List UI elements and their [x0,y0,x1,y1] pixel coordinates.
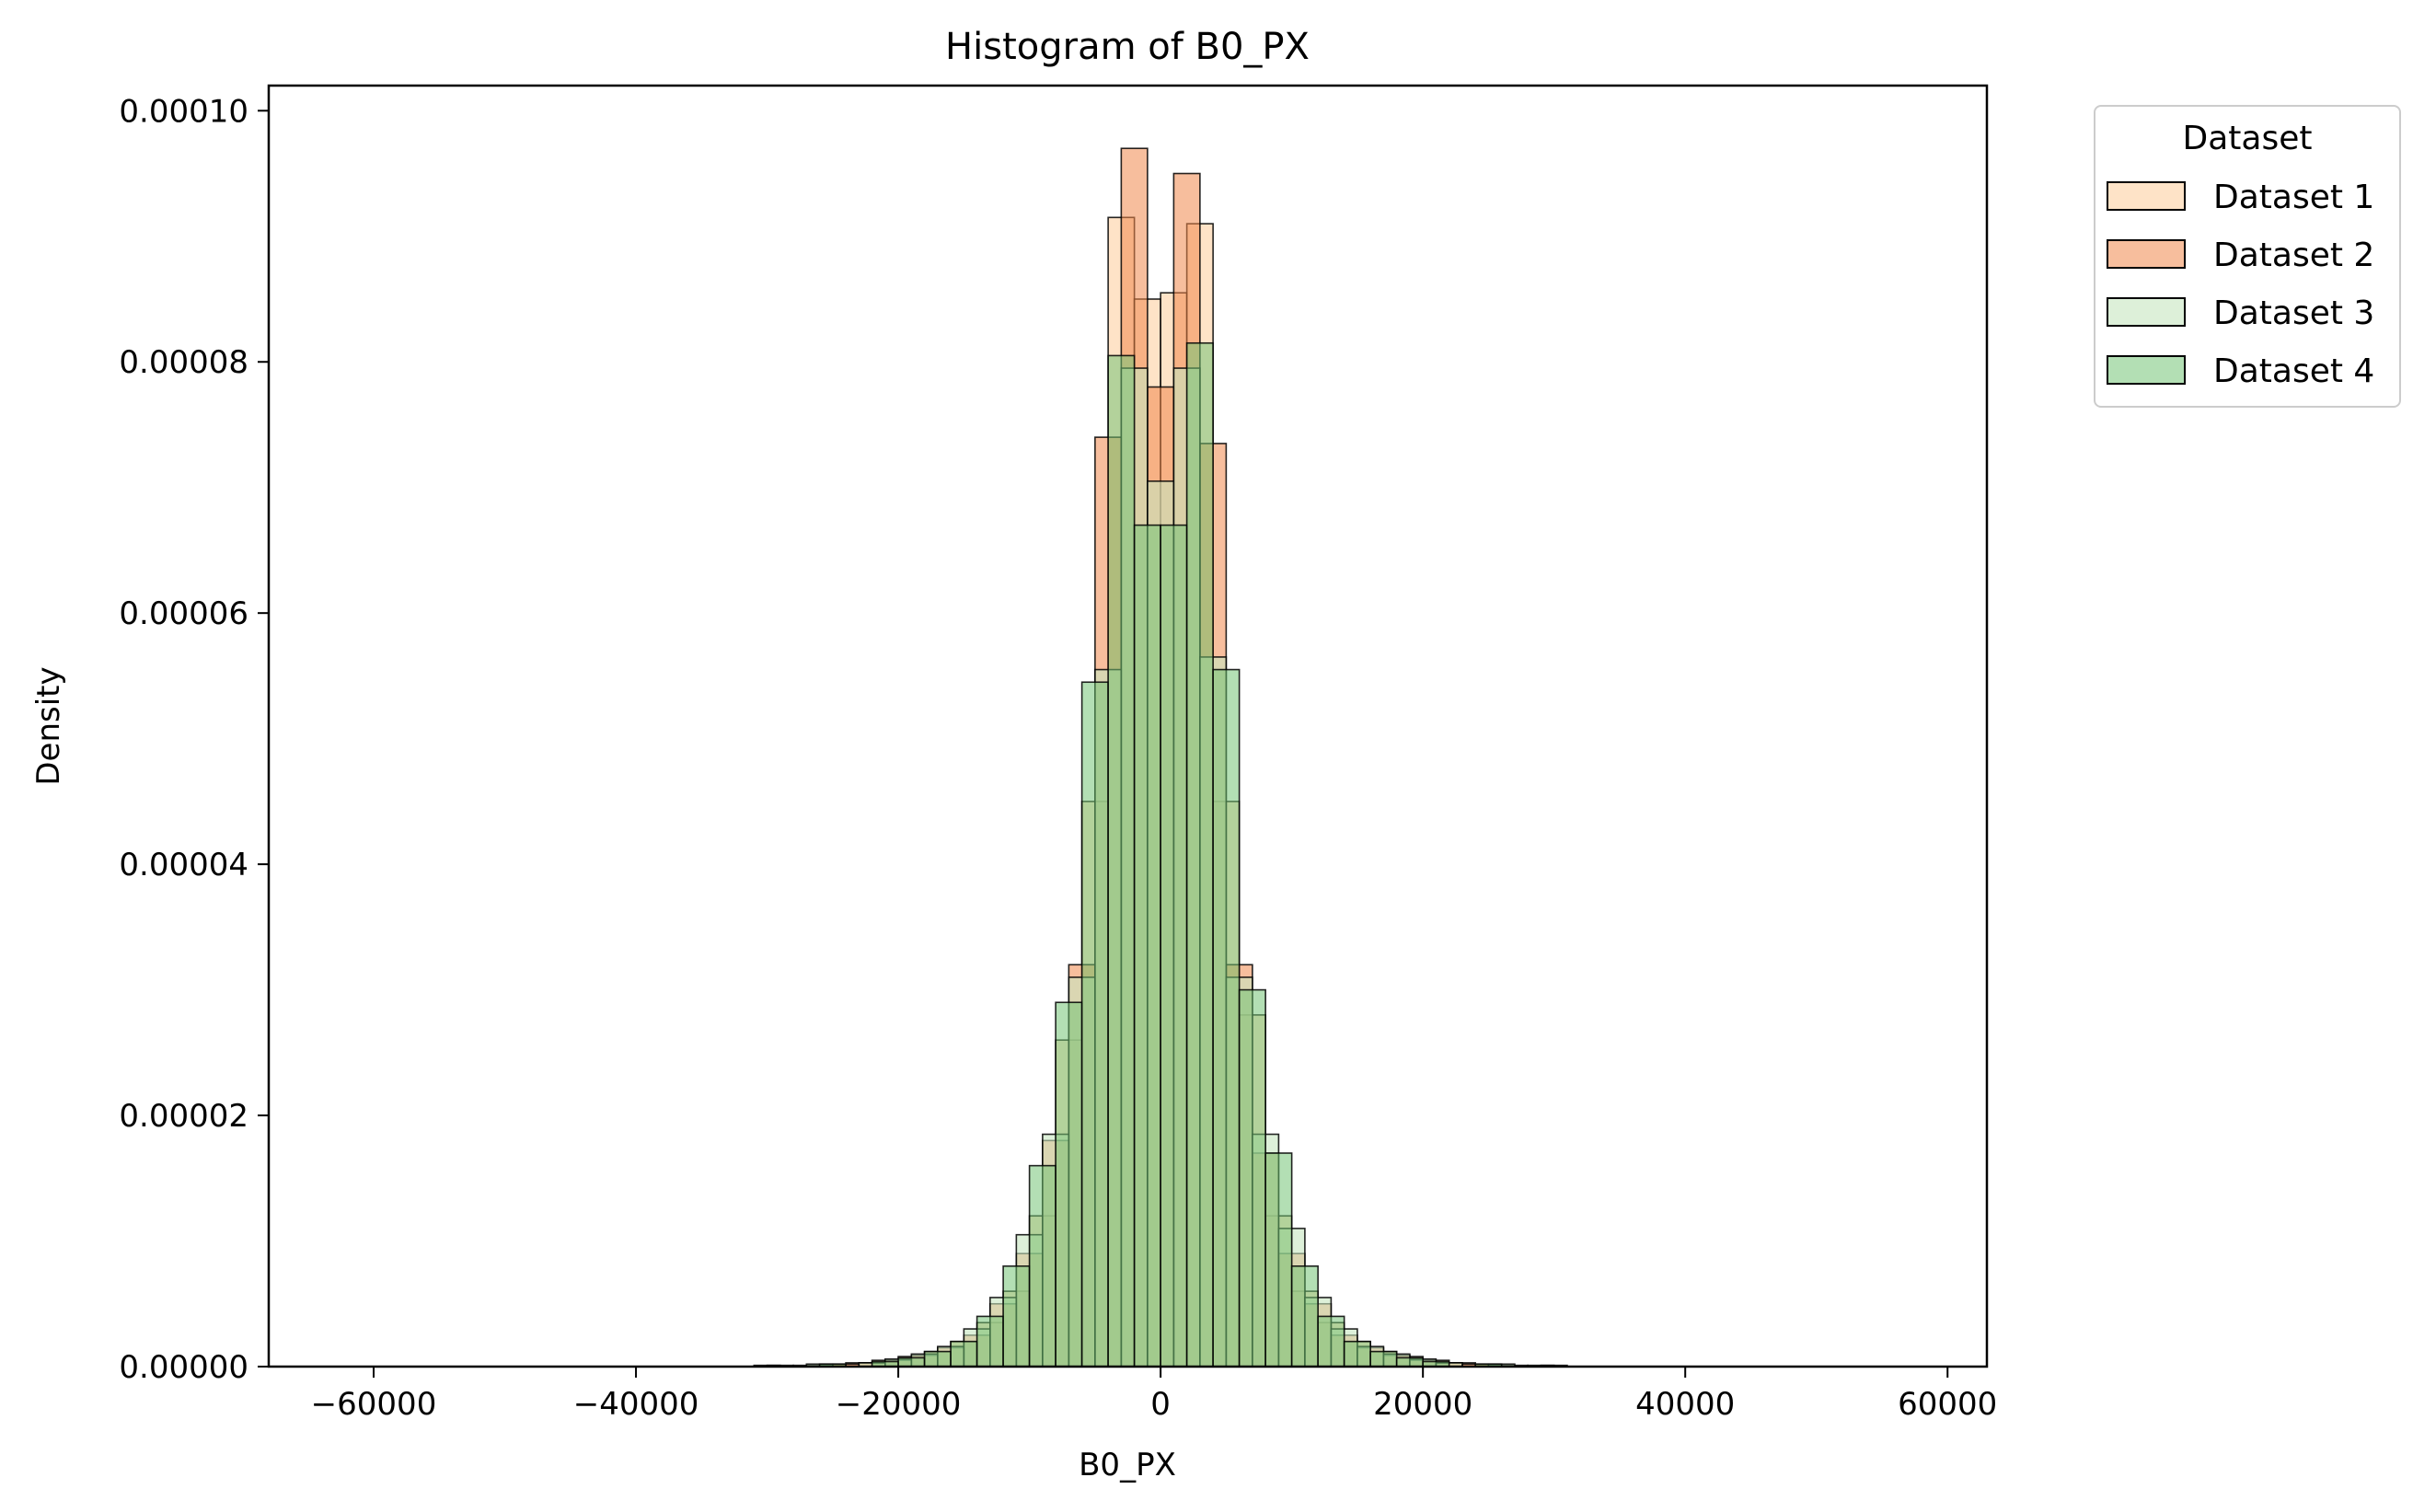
legend-entry-label: Dataset 2 [2213,237,2374,274]
histogram-bar [1369,1350,1398,1368]
chart-title: Histogram of B0_PX [945,26,1310,68]
legend-title: Dataset [2183,120,2313,157]
histogram-bar [1290,1265,1319,1368]
histogram-bar [1133,524,1161,1368]
histogram-bar [1055,1001,1083,1368]
y-tick-label: 0.00010 [119,93,248,130]
legend-box [2094,105,2401,408]
legend-entry-label: Dataset 3 [2213,294,2374,332]
histogram-bar [1264,1152,1293,1368]
histogram-bar [897,1356,926,1368]
y-tick-label: 0.00000 [119,1349,248,1386]
y-tick-label: 0.00004 [119,847,248,883]
histogram-bar [976,1315,1004,1368]
x-tick-label: 40000 [1635,1386,1735,1423]
histogram-bar [1317,1315,1345,1368]
histogram-bar [1160,524,1188,1368]
x-tick-label: 20000 [1373,1386,1472,1423]
legend-entry-label: Dataset 4 [2213,352,2374,390]
histogram-bar [1395,1356,1424,1368]
histogram-bar [1002,1265,1031,1368]
x-tick-label: −40000 [573,1386,699,1423]
histogram-bar [1028,1164,1056,1368]
x-tick-label: −20000 [836,1386,962,1423]
histogram-bar [1080,681,1109,1368]
x-tick-label: 60000 [1898,1386,1997,1423]
legend-swatch [2107,181,2186,211]
x-tick-label: 0 [1150,1386,1171,1423]
x-axis-label: B0_PX [1079,1447,1176,1483]
legend: Dataset Dataset 1 Dataset 2 Dataset 3 Datas… [2094,105,2401,408]
legend-swatch [2107,239,2186,269]
histogram-bar [1212,668,1241,1368]
legend-swatch [2107,355,2186,385]
histogram-bar [1238,988,1266,1368]
histogram-bar [1185,341,1214,1368]
y-tick-label: 0.00006 [119,595,248,632]
legend-swatch [2107,297,2186,327]
legend-entry-label: Dataset 1 [2213,179,2374,216]
histogram-bar [1343,1340,1371,1368]
x-axis: −60000 −40000 −20000 0 20000 40000 60000 [311,1367,1997,1423]
y-tick-label: 0.00002 [119,1098,248,1135]
histogram-bar [1107,354,1136,1368]
y-axis: 0.00000 0.00002 0.00004 0.00006 0.00008 0.000… [119,93,269,1386]
y-tick-label: 0.00008 [119,344,248,381]
series-4 [766,341,1555,1368]
histogram-bar [950,1340,978,1368]
plot-area-frame [267,84,1989,1368]
y-axis-label: Density [30,666,67,785]
histogram-bar [923,1350,952,1368]
x-tick-label: −60000 [311,1386,437,1423]
